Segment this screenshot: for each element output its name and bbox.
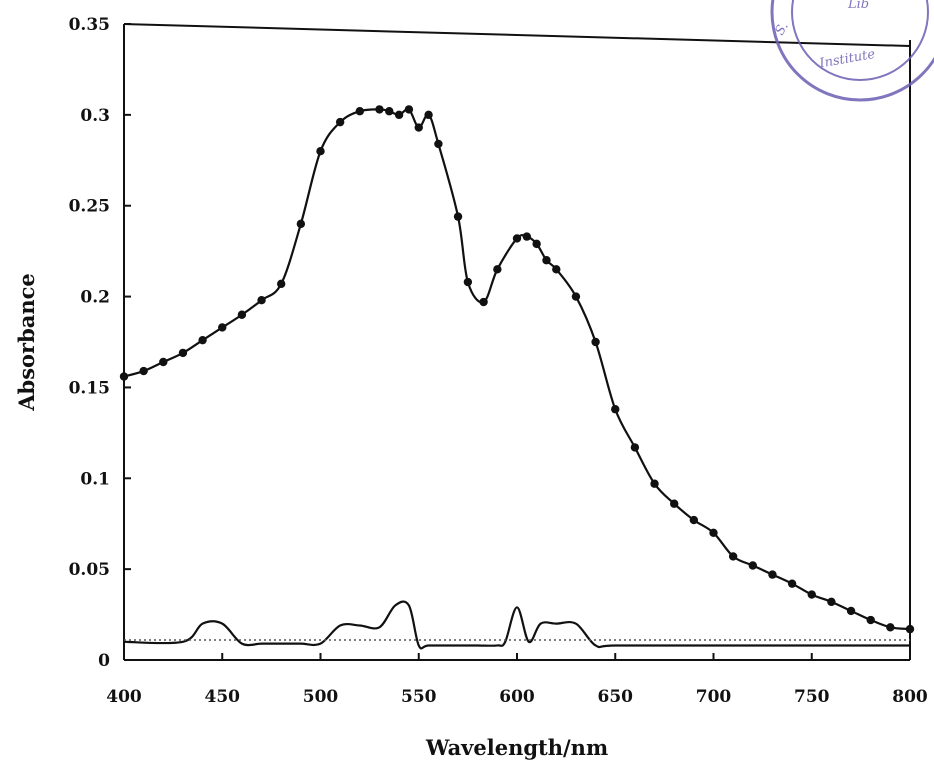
series-1-line: [123, 107, 911, 631]
series-1-point: [277, 279, 286, 289]
stamp-outer-ring: [770, 0, 934, 102]
series-1-point: [787, 579, 797, 588]
series-1-point: [424, 110, 433, 120]
series-1-point: [159, 357, 168, 367]
series-1-point: [886, 623, 895, 632]
series-1-point: [827, 597, 836, 607]
series-1-point: [414, 123, 423, 132]
series-1-point: [689, 515, 699, 525]
series-1-point: [532, 239, 541, 249]
series-1-point: [434, 139, 443, 149]
series-1-point: [198, 335, 207, 345]
series-1-point: [542, 256, 551, 265]
x-tick-label: 700: [696, 687, 732, 707]
series-1-point: [218, 323, 227, 332]
series-1-point: [709, 528, 718, 537]
series-1-point: [630, 443, 640, 452]
series-1-point: [335, 117, 345, 127]
y-tick-label: 0: [98, 651, 110, 671]
series-1-point: [768, 570, 777, 579]
x-tick-label: 750: [794, 687, 830, 707]
x-tick-label: 400: [106, 687, 142, 707]
series-1-point: [139, 366, 148, 376]
series-1-point: [728, 552, 738, 561]
y-tick-label: 0.35: [69, 15, 110, 35]
x-tick-label: 500: [303, 687, 339, 707]
series-1-point: [512, 234, 522, 243]
plot-frame: [123, 23, 911, 661]
y-axis-title: Absorbance: [14, 273, 39, 412]
series-1-point: [463, 277, 473, 287]
series-1-point: [178, 348, 188, 358]
stamp-text-top: Lib: [847, 0, 869, 12]
series-1-point: [316, 147, 325, 156]
x-tick-label: 450: [205, 687, 241, 707]
stamp-text-bottom: Institute: [817, 47, 876, 72]
top-axis: [123, 23, 911, 47]
series-1-point: [453, 212, 463, 221]
y-tick-label: 0.25: [69, 197, 110, 217]
x-axis-title: Wavelength/nm: [425, 735, 608, 760]
x-tick-label: 600: [499, 687, 535, 707]
series-1-point: [404, 105, 414, 114]
x-tick-label: 650: [598, 687, 634, 707]
series-2-line: [123, 600, 910, 650]
y-tick-label: 0.1: [80, 469, 110, 489]
y-tick-label: 0.2: [80, 288, 110, 308]
series-1-point: [571, 292, 581, 301]
series-1-point: [493, 265, 502, 274]
series-1-point: [119, 372, 129, 381]
stamp-inner-ring: [791, 0, 929, 81]
series-1-point: [748, 561, 757, 570]
x-tick-label: 800: [892, 687, 928, 707]
series-1-point: [866, 615, 875, 625]
series-1-point: [355, 107, 364, 116]
series-layer: [119, 105, 915, 650]
series-1-point: [650, 479, 659, 488]
x-tick-label: 550: [401, 687, 437, 707]
series-1-point: [385, 107, 394, 116]
y-tick-label: 0.3: [80, 106, 110, 126]
series-1-point: [296, 219, 306, 229]
series-1-point: [611, 405, 620, 414]
series-1-point: [670, 499, 679, 508]
series-1-point: [375, 105, 384, 114]
series-1-point: [552, 265, 561, 274]
series-1-point: [394, 110, 404, 120]
series-1-point: [237, 310, 247, 319]
series-1-point: [257, 296, 266, 305]
series-1-point: [846, 606, 856, 616]
series-1-point: [522, 232, 532, 241]
series-1-point: [905, 624, 915, 634]
series-1-point: [807, 590, 816, 599]
axis-ticks: 400 450 500 550 600 650 700 750 800 0 0.05 0.1 0.15 0…: [69, 15, 928, 707]
series-1-point: [479, 297, 488, 307]
y-tick-label: 0.15: [69, 378, 110, 398]
y-tick-label: 0.05: [69, 560, 110, 580]
series-1-point: [591, 337, 600, 347]
